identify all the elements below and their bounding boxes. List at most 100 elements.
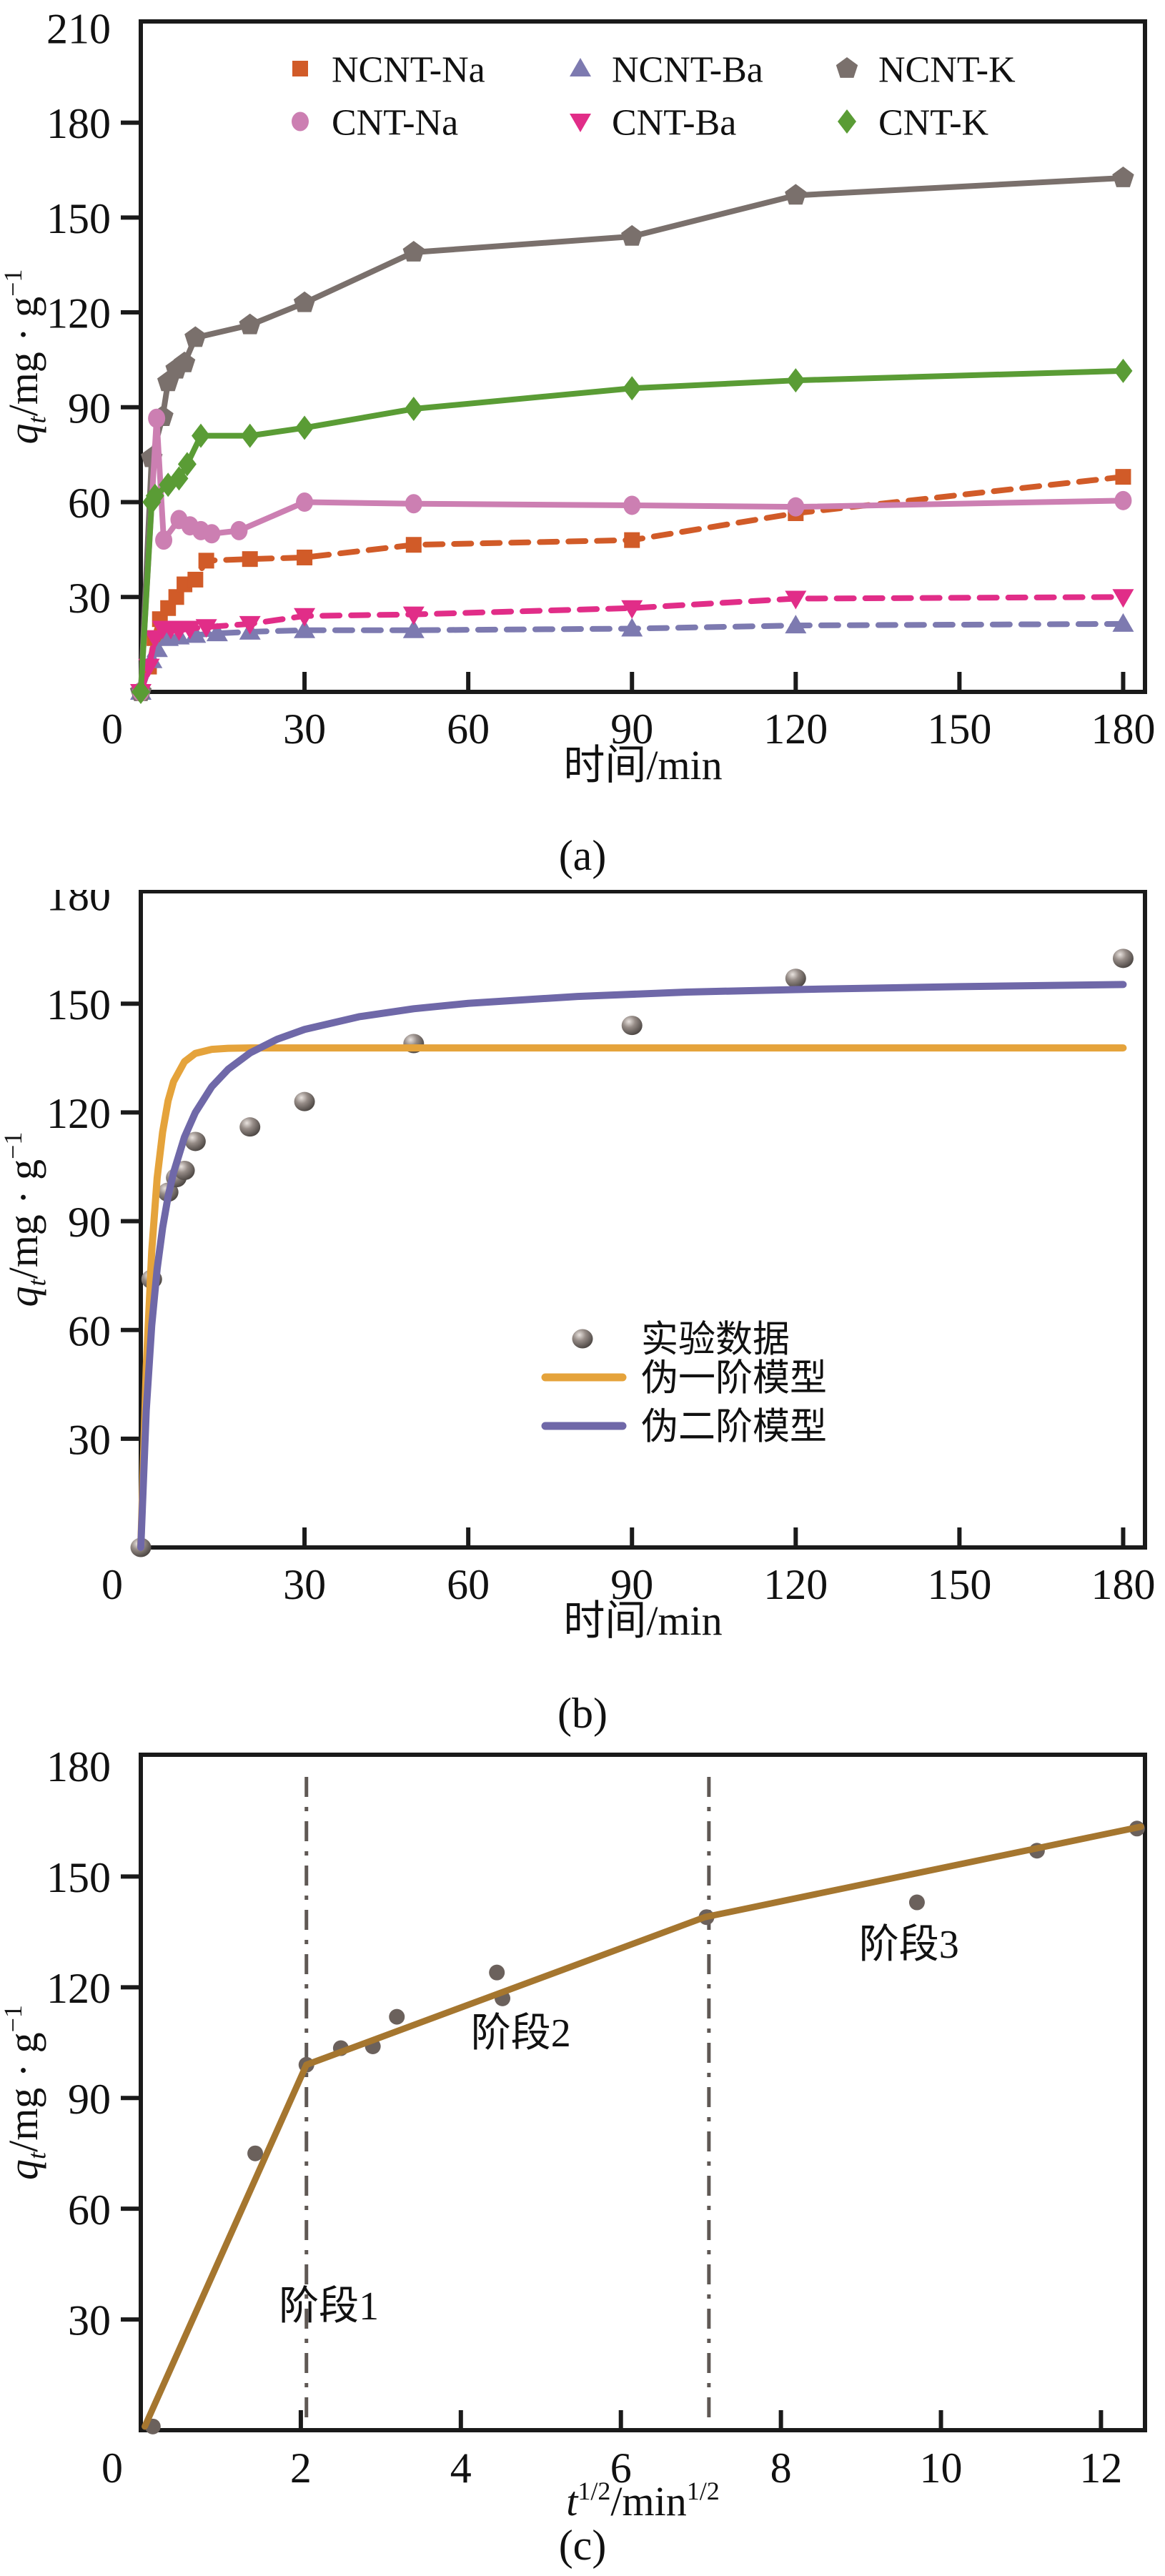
dot-marker <box>908 1894 925 1911</box>
sphere-marker <box>1112 948 1134 969</box>
x-tick-label: 0 <box>101 1561 123 1608</box>
triangle-up-marker <box>570 58 591 76</box>
y-tick-label: 90 <box>68 1199 111 1246</box>
y-tick-label: 30 <box>68 1416 111 1463</box>
series-line <box>137 1044 1127 1551</box>
plot-frame <box>139 1753 1147 2432</box>
triangle-up-marker <box>1112 613 1134 632</box>
panel-b: 0 30 60 90 120 150 180 30 60 90 120 150 180 实验数据 伪一阶模型… <box>0 890 1165 1748</box>
y-tick-label: 150 <box>46 981 111 1029</box>
triangle-down-marker <box>179 620 201 640</box>
triangle-up-marker <box>402 619 425 638</box>
pentagon-marker <box>293 291 316 312</box>
circle-marker <box>148 408 166 428</box>
y-axis-title: qt/mg · g−1 <box>0 1132 51 1307</box>
square-marker <box>1115 469 1131 485</box>
y-axis-title: qt/mg · g−1 <box>0 2005 51 2180</box>
x-tick-label: 60 <box>447 705 490 753</box>
legend-label: NCNT-K <box>878 50 1016 91</box>
pentagon-marker <box>173 351 196 372</box>
x-axis: 0 2 4 6 8 10 12 <box>101 2410 1122 2492</box>
series-伪二阶模型 <box>137 981 1127 1551</box>
y-tick-label: 30 <box>68 575 111 622</box>
diamond-marker <box>623 376 642 401</box>
pentagon-marker <box>621 224 643 246</box>
x-axis: 0 30 60 90 120 150 180 <box>101 1527 1155 1608</box>
x-tick-label: 12 <box>1079 2444 1122 2492</box>
y-tick-label: 180 <box>46 890 111 920</box>
square-marker <box>297 549 313 565</box>
square-marker <box>187 571 204 588</box>
diamond-marker <box>132 680 150 704</box>
square-marker <box>292 61 308 76</box>
x-tick-label: 180 <box>1091 705 1155 753</box>
series-CNT-Na <box>132 408 1132 702</box>
series-NCNT-Ba <box>130 613 1134 700</box>
pentagon-marker <box>785 184 807 205</box>
panel-c: 0 2 4 6 8 10 12 30 60 90 120 150 180 阶段1 阶段2 阶段3 t1/2/mi… <box>0 1748 1165 2576</box>
diamond-marker <box>1114 358 1133 383</box>
annotation-阶段1: 阶段1 <box>279 2284 379 2329</box>
triangle-down-marker <box>621 600 643 619</box>
diamond-marker <box>404 397 423 422</box>
triangle-up-marker <box>785 615 807 634</box>
x-axis-title: 时间/min <box>563 742 722 788</box>
y-tick-label: 30 <box>68 2297 111 2344</box>
circle-marker <box>405 494 422 514</box>
triangle-down-marker <box>785 590 807 610</box>
diamond-marker <box>838 109 856 134</box>
dot-marker <box>247 2145 264 2161</box>
sphere-marker <box>294 1091 315 1111</box>
y-axis: 30 60 90 120 150 180 <box>46 890 141 1463</box>
y-tick-label: 120 <box>46 1090 111 1137</box>
diamond-marker <box>240 423 259 448</box>
plot-frame <box>139 19 1147 694</box>
pentagon-marker <box>836 57 858 78</box>
diamond-marker <box>295 415 314 440</box>
legend-item-NCNT-K: NCNT-K <box>836 50 1016 91</box>
legend-label: 伪一阶模型 <box>641 1359 827 1400</box>
x-axis-title: t1/2/min1/2 <box>566 2477 720 2523</box>
series-line <box>142 1823 1144 2430</box>
dot-marker <box>489 1964 505 1981</box>
sphere-marker <box>621 1016 643 1036</box>
triangle-down-marker <box>402 606 425 625</box>
square-marker <box>168 589 184 605</box>
panel-a: 0 30 60 90 120 150 180 30 60 90 120 150 180 210 NCNT-N… <box>0 0 1165 890</box>
legend-label: NCNT-Ba <box>612 50 763 91</box>
diamond-marker <box>169 466 189 491</box>
diamond-marker <box>177 452 197 477</box>
triangle-up-marker <box>621 618 643 637</box>
panel-b-caption: (b) <box>557 1690 608 1737</box>
y-tick-label: 120 <box>46 1965 111 2012</box>
sphere-marker <box>239 1117 261 1137</box>
legend-item-伪二阶模型: 伪二阶模型 <box>541 1407 827 1448</box>
pentagon-marker <box>402 240 425 262</box>
panel-a-caption: (a) <box>558 832 607 879</box>
annotation-阶段2: 阶段2 <box>471 2011 571 2056</box>
circle-marker <box>1114 490 1132 510</box>
triangle-down-marker <box>195 619 217 638</box>
x-tick-label: 0 <box>101 705 123 753</box>
legend-item-CNT-Ba: CNT-Ba <box>570 103 736 144</box>
legend-item-NCNT-Ba: NCNT-Ba <box>570 50 763 91</box>
y-tick-label: 90 <box>68 2076 111 2123</box>
series-experimental-points <box>144 1820 1145 2434</box>
triangle-up-marker <box>206 623 228 642</box>
square-marker <box>405 537 422 553</box>
series-intraparticle-fit <box>142 1823 1144 2430</box>
y-tick-label: 180 <box>46 100 111 147</box>
y-tick-label: 90 <box>68 385 111 432</box>
triangle-down-marker <box>239 615 261 635</box>
square-marker <box>624 532 640 548</box>
x-tick-label: 90 <box>610 1561 653 1608</box>
circle-marker <box>230 520 248 540</box>
x-tick-label: 8 <box>770 2444 792 2492</box>
x-tick-label: 30 <box>283 705 326 753</box>
legend-item-NCNT-Na: NCNT-Na <box>292 50 485 91</box>
chart-c-canvas: 0 2 4 6 8 10 12 30 60 90 120 150 180 阶段1 阶段2 阶段3 t1/2/mi… <box>0 1748 1147 2523</box>
y-tick-label: 210 <box>46 5 111 52</box>
sphere-marker <box>785 969 806 989</box>
triangle-down-marker <box>570 114 591 132</box>
